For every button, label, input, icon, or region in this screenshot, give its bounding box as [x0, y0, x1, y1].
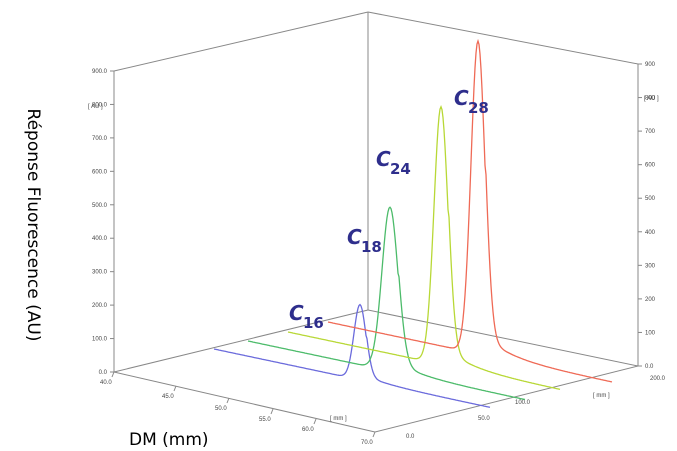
y-tick-label: 500.0: [92, 203, 108, 209]
x-tick-mark: [173, 385, 177, 392]
depth-tick-label: 200.0: [650, 376, 666, 382]
x-tick-label: 55.0: [259, 417, 271, 423]
y-tick-label: 100.0: [92, 337, 108, 343]
series-labels: C 16C 18C 24C 28: [289, 86, 489, 332]
series-traces: [213, 38, 613, 408]
y-tick-label-right: 600: [645, 163, 656, 169]
y-tick-label: 300.0: [92, 270, 108, 276]
y-tick-label-right: 100: [645, 330, 656, 336]
depth-ticks: 0.0 50.0 100.0 200.0: [406, 376, 666, 440]
y-tick-label-right: 0.0: [645, 364, 654, 370]
x-tick-mark: [372, 431, 376, 438]
back-top-right-edge: [367, 11, 639, 65]
x-axis-title: DM (mm): [129, 430, 209, 450]
series-trace-28: [327, 38, 613, 383]
x-axis: [113, 371, 376, 433]
series-trace-24: [287, 104, 561, 391]
x-tick-mark: [313, 418, 317, 425]
chart-axes: [113, 11, 639, 433]
y-tick-label: 400.0: [92, 236, 108, 242]
x-tick-mark: [111, 371, 115, 378]
y-axis-title: Réponse Fluorescence (AU): [23, 109, 43, 342]
depth-axis: [374, 365, 639, 433]
floor-back-right: [367, 309, 639, 367]
series-label-16: C: [289, 301, 304, 325]
series-label-24: C: [376, 147, 391, 171]
y-tick-label-right: 400: [645, 230, 656, 236]
x-unit-label: [ mm ]: [330, 416, 347, 422]
y-tick-label-right: 700: [645, 129, 656, 135]
series-trace-18: [247, 206, 526, 401]
floor-back-left: [113, 309, 369, 373]
depth-tick-label: 50.0: [478, 416, 490, 422]
y-ticks-left: 0.0 100.0 200.0 300.0 400.0 500.0 600.0 700.0 80…: [92, 69, 114, 376]
series-trace-16: [213, 303, 491, 408]
y-tick-label: 0.0: [99, 370, 108, 376]
y-tick-label-right: 200: [645, 297, 656, 303]
y-tick-label: 900.0: [92, 69, 108, 75]
series-label-28: C: [454, 86, 469, 110]
depth-tick-label: 100.0: [515, 400, 531, 406]
y-unit-label-left: [ AU ]: [88, 104, 103, 110]
y-tick-label: 800.0: [92, 102, 108, 108]
y-tick-label-right: 800: [645, 96, 656, 102]
depth-unit-label: [ mm ]: [593, 393, 610, 399]
y-tick-label-right: 500: [645, 196, 656, 202]
y-tick-label: 200.0: [92, 303, 108, 309]
series-label-18: C: [347, 225, 362, 249]
y-tick-label: 600.0: [92, 169, 108, 175]
series-label-subscript: 16: [303, 314, 324, 332]
x-tick-label: 60.0: [302, 427, 314, 433]
depth-tick-label: 0.0: [406, 434, 415, 440]
series-label-subscript: 28: [468, 99, 489, 117]
series-label-subscript: 24: [390, 160, 411, 178]
x-ticks: 40.0 45.0 50.0 55.0 60.0 70.0: [100, 371, 376, 446]
y-tick-label: 700.0: [92, 136, 108, 142]
x-tick-mark: [270, 408, 274, 415]
x-tick-mark: [226, 397, 230, 404]
y-tick-label-right: 300: [645, 263, 656, 269]
y-unit-label-right: [ AU ]: [644, 96, 659, 102]
y-tick-label-right: 900: [645, 62, 656, 68]
y-ticks-right: 0.0 100 200 300 400 500 600 700 800 900: [638, 62, 656, 370]
back-top-left-edge: [113, 11, 369, 72]
series-label-subscript: 18: [361, 238, 382, 256]
x-tick-label: 40.0: [100, 380, 112, 386]
x-tick-label: 70.0: [361, 440, 373, 446]
x-tick-label: 50.0: [215, 406, 227, 412]
x-tick-label: 45.0: [162, 394, 174, 400]
